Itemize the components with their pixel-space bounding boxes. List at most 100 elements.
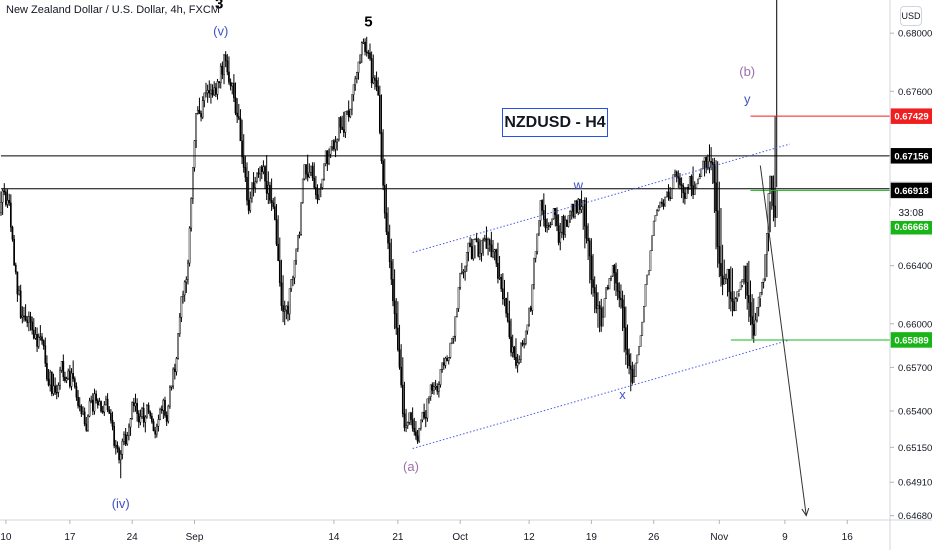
candle-body xyxy=(108,409,111,414)
candle-body xyxy=(454,316,457,337)
candle-body xyxy=(385,212,388,233)
candle-body xyxy=(114,444,117,447)
candle-body xyxy=(567,215,570,227)
candle-body xyxy=(259,166,261,175)
candle-body xyxy=(67,370,70,379)
candle-body xyxy=(664,196,667,207)
candle-body xyxy=(521,342,524,345)
candle-body xyxy=(465,252,468,267)
candle-body xyxy=(131,402,134,419)
price-label-text: 0.67429 xyxy=(894,112,928,123)
candle-body xyxy=(761,282,763,293)
candle-body xyxy=(85,423,88,431)
candle-body xyxy=(152,421,155,432)
candle-body xyxy=(657,207,660,212)
candle-body xyxy=(508,320,511,338)
candle-body xyxy=(354,78,357,86)
candle-body xyxy=(19,290,22,318)
candle-body xyxy=(21,315,24,318)
candle-body xyxy=(239,118,242,142)
candle-body xyxy=(579,199,581,210)
candle-body xyxy=(623,307,626,328)
candle-body xyxy=(747,295,750,303)
candle-body xyxy=(333,140,335,150)
candle-body xyxy=(52,385,55,394)
candle-body xyxy=(718,246,721,264)
candle-body xyxy=(487,239,489,249)
candle-body xyxy=(287,305,289,315)
x-tick-label: 14 xyxy=(328,532,340,543)
candle-body xyxy=(526,324,529,332)
wave-label: (iv) xyxy=(112,496,130,511)
candle-body xyxy=(154,430,157,435)
candle-body xyxy=(93,393,96,412)
candle-body xyxy=(767,193,770,234)
channel-line xyxy=(412,143,790,253)
channel-line xyxy=(412,339,790,449)
candle-body xyxy=(274,206,276,220)
candle-body xyxy=(675,171,678,177)
x-tick-label: Oct xyxy=(452,532,468,543)
candle-body xyxy=(415,431,417,437)
candle-body xyxy=(633,376,635,383)
candle-body xyxy=(728,268,731,293)
candle-body xyxy=(310,165,312,173)
candle-body xyxy=(236,112,239,117)
candle-body xyxy=(416,435,419,442)
candle-body xyxy=(474,238,476,241)
candle-body xyxy=(101,411,104,413)
x-tick-label: 17 xyxy=(64,532,76,543)
candle-body xyxy=(342,129,345,133)
candle-body xyxy=(129,418,132,428)
candle-body xyxy=(643,305,645,323)
candle-body xyxy=(557,225,560,243)
candle-body xyxy=(620,297,622,300)
candle-body xyxy=(49,371,52,386)
candle-body xyxy=(328,153,330,164)
candle-body xyxy=(382,160,384,186)
candle-body xyxy=(175,358,178,373)
price-label-text: 0.66668 xyxy=(894,222,928,233)
currency-button[interactable]: USD xyxy=(900,6,922,26)
candle-body xyxy=(375,80,378,88)
candle-body xyxy=(419,419,422,429)
candle-body xyxy=(172,368,175,387)
candle-body xyxy=(611,265,614,277)
candle-body xyxy=(121,440,124,455)
candle-body xyxy=(528,307,530,326)
candle-body xyxy=(185,279,188,283)
candles-layer xyxy=(0,0,778,479)
candle-body xyxy=(162,400,165,411)
candle-body xyxy=(438,384,440,392)
candle-body xyxy=(703,157,706,162)
candle-body xyxy=(383,185,386,214)
candle-body xyxy=(252,182,255,188)
candle-body xyxy=(82,411,84,415)
x-tick-label: 21 xyxy=(392,532,404,543)
candle-body xyxy=(377,86,380,96)
candle-body xyxy=(662,203,665,207)
candle-body xyxy=(597,305,599,309)
candle-body xyxy=(572,203,575,217)
candle-body xyxy=(564,219,567,235)
candle-body xyxy=(41,336,43,341)
drawings-layer: 3 (v) 5 (iv) (a) w x (b) y xyxy=(1,0,890,517)
candle-body xyxy=(498,277,501,279)
candle-body xyxy=(616,282,619,292)
candle-body xyxy=(356,72,358,80)
candle-body xyxy=(193,140,196,168)
candle-body xyxy=(16,271,19,295)
candle-body xyxy=(634,362,637,377)
candle-body xyxy=(677,175,680,179)
candle-body xyxy=(241,140,243,158)
candle-body xyxy=(34,334,37,339)
candle-body xyxy=(77,396,79,407)
candle-body xyxy=(731,298,734,302)
candle-body xyxy=(444,358,447,366)
candle-body xyxy=(600,308,603,327)
candle-body xyxy=(397,327,399,350)
candle-body xyxy=(469,242,471,247)
candle-body xyxy=(44,345,47,364)
